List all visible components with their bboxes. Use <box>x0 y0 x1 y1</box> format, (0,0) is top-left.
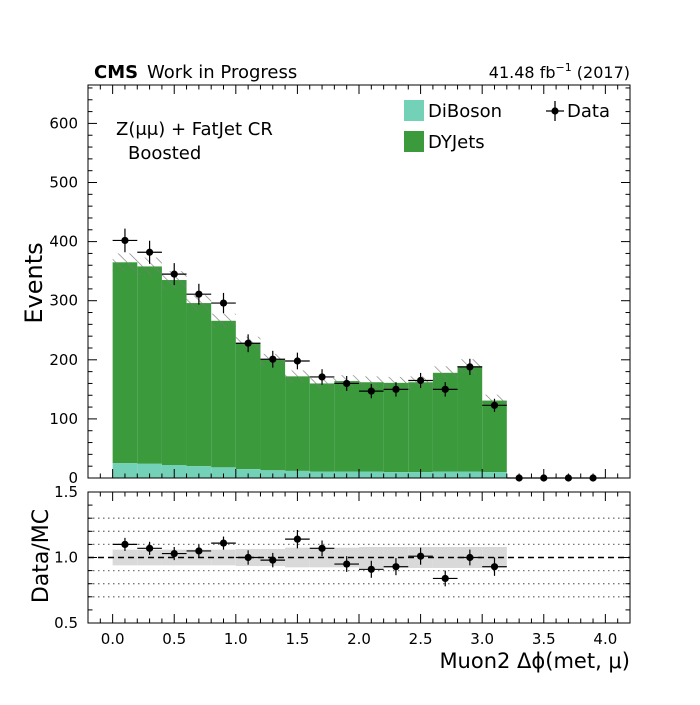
lumi-label: 41.48 fb−1 (2017) <box>489 61 630 82</box>
mc-uncertainty-hatch <box>285 370 310 383</box>
ratio-point <box>466 553 474 562</box>
bar-dyjets <box>112 262 138 464</box>
legend-label-dyjets: DYJets <box>428 132 485 153</box>
legend-label-data: Data <box>567 101 610 122</box>
bar-dyjets <box>457 366 483 472</box>
ratio-y-tick-label: 1.5 <box>54 483 78 501</box>
bar-dyjets <box>137 266 162 464</box>
bar-diboson <box>211 467 236 478</box>
data-point <box>490 401 499 409</box>
ratio-plot: 0.5 1.0 1.5 0.0 0.5 1.0 1.5 2.0 2.5 3.0 3.5 4.0 <box>54 483 631 648</box>
mc-uncertainty-hatch <box>432 366 458 380</box>
ratio-y-tick-label: 1.0 <box>54 549 78 567</box>
ratio-uncertainty-band <box>112 549 138 566</box>
region-label-line1: Z(μμ) + FatJet CR <box>116 119 273 140</box>
y-tick-label: 500 <box>49 174 78 192</box>
data-point <box>392 385 400 393</box>
cms-label: CMS <box>94 62 138 83</box>
ratio-point <box>490 563 499 571</box>
main-plot: 0 100 200 300 400 500 600 <box>49 84 631 487</box>
data-point <box>244 339 252 347</box>
x-tick-label: 1.5 <box>285 630 309 648</box>
legend-swatch-dyjets <box>404 131 424 152</box>
y-tick-label: 300 <box>49 292 78 310</box>
main-y-axis-label: Events <box>20 242 48 323</box>
data-point <box>269 355 277 363</box>
ratio-y-tick-label: 0.5 <box>54 614 78 632</box>
data-point <box>195 290 203 298</box>
ratio-point <box>195 547 203 555</box>
status-label: Work in Progress <box>147 62 297 83</box>
x-tick-label: 1.0 <box>224 630 248 648</box>
bar-dyjets <box>211 320 236 468</box>
ratio-uncertainty-band <box>285 547 310 568</box>
legend-data-marker <box>551 107 559 115</box>
ratio-point <box>170 549 178 558</box>
bar-dyjets <box>309 383 335 472</box>
ratio-point <box>318 544 326 552</box>
y-tick-label: 100 <box>49 410 78 428</box>
bar-diboson <box>112 463 138 478</box>
legend-label-diboson: DiBoson <box>428 101 502 122</box>
bar-dyjets <box>161 280 187 465</box>
ratio-point <box>367 565 375 573</box>
ratio-uncertainty-band <box>432 547 458 568</box>
bar-dyjets <box>235 343 261 470</box>
ratio-point <box>343 560 351 568</box>
mc-uncertainty-hatch <box>211 313 236 328</box>
data-point <box>170 270 178 278</box>
bar-dyjets <box>383 382 409 473</box>
mc-uncertainty-hatch <box>137 257 162 276</box>
data-point <box>367 387 375 395</box>
ratio-point <box>145 544 154 552</box>
ratio-point <box>269 556 277 564</box>
data-point <box>343 379 351 388</box>
ratio-point <box>441 574 449 583</box>
y-tick-label: 0 <box>68 469 78 487</box>
x-tick-label: 0.0 <box>101 630 125 648</box>
y-tick-label: 200 <box>49 351 78 369</box>
ratio-point <box>392 563 400 571</box>
region-label-line2: Boosted <box>128 143 201 164</box>
legend-swatch-diboson <box>404 100 424 121</box>
data-point <box>121 236 129 245</box>
ratio-point <box>121 540 129 549</box>
bar-dyjets <box>186 303 212 467</box>
mc-uncertainty-hatch <box>112 253 138 272</box>
ratio-point <box>244 553 252 562</box>
data-point <box>441 385 449 393</box>
ratio-point <box>293 535 302 543</box>
mc-uncertainty-hatch <box>359 376 384 389</box>
x-tick-label: 2.5 <box>409 630 433 648</box>
data-point <box>145 248 154 256</box>
data-point <box>416 376 425 385</box>
y-tick-label: 600 <box>49 114 78 132</box>
data-point <box>219 299 228 307</box>
bar-dyjets <box>482 400 507 473</box>
ratio-point <box>416 552 425 560</box>
x-tick-label: 4.0 <box>593 630 617 648</box>
data-point <box>466 363 474 371</box>
legend: DiBoson DYJets Data <box>404 100 610 153</box>
ratio-uncertainty-band <box>383 547 409 568</box>
bar-diboson <box>186 466 212 478</box>
y-tick-label: 400 <box>49 233 78 251</box>
x-tick-label: 3.5 <box>532 630 556 648</box>
bar-dyjets <box>408 382 433 473</box>
x-tick-label: 2.0 <box>347 630 371 648</box>
data-point <box>318 373 326 381</box>
x-axis-label: Muon2 Δϕ(met, μ) <box>439 649 630 673</box>
bar-dyjets <box>285 376 310 471</box>
bar-diboson <box>137 463 162 478</box>
ratio-point <box>219 539 228 547</box>
x-tick-label: 0.5 <box>162 630 186 648</box>
x-tick-label: 3.0 <box>470 630 494 648</box>
bar-dyjets <box>260 359 286 471</box>
data-point <box>293 357 302 365</box>
bar-dyjets <box>334 381 359 472</box>
ratio-y-axis-label: Data/MC <box>29 509 54 603</box>
